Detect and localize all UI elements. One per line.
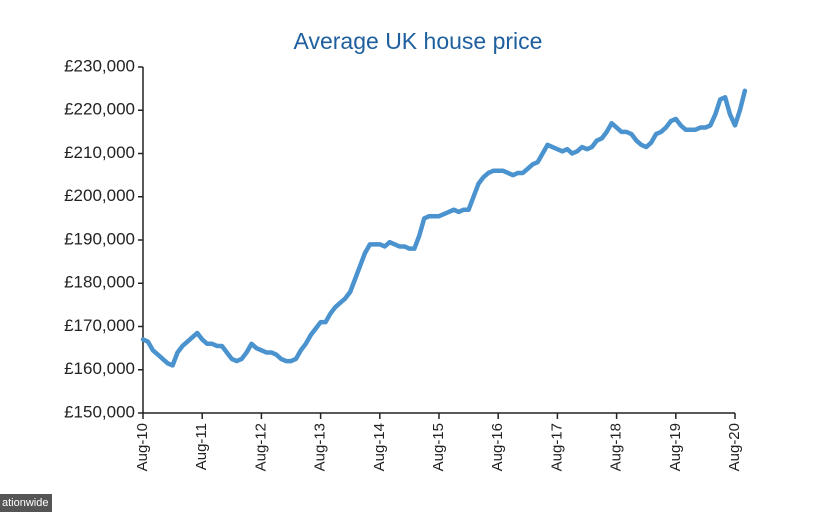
chart-title: Average UK house price xyxy=(294,28,543,54)
x-tick-label: Aug-11 xyxy=(193,423,210,470)
x-tick-label: Aug-12 xyxy=(252,423,269,471)
y-tick-label: £210,000 xyxy=(64,143,135,162)
y-tick-label: £220,000 xyxy=(64,100,135,119)
source-badge xyxy=(0,494,52,512)
x-tick-label: Aug-15 xyxy=(430,423,447,471)
x-tick-label: Aug-14 xyxy=(371,423,388,471)
line-series xyxy=(140,88,748,368)
y-tick-label: £230,000 xyxy=(64,56,135,75)
y-tick-label: £150,000 xyxy=(64,402,135,421)
x-tick-label: Aug-17 xyxy=(548,423,565,471)
x-tick-label: Aug-20 xyxy=(726,423,743,471)
x-tick-label: Aug-16 xyxy=(489,423,506,471)
source-label: ationwide xyxy=(2,497,48,509)
x-tick-label: Aug-10 xyxy=(134,423,151,471)
y-tick-label: £160,000 xyxy=(64,359,135,378)
y-tick-label: £190,000 xyxy=(64,229,135,248)
x-tick-label: Aug-13 xyxy=(312,423,329,471)
y-tick-label: £200,000 xyxy=(64,186,135,205)
y-tick-label: £180,000 xyxy=(64,273,135,292)
x-tick-label: Aug-19 xyxy=(667,423,684,471)
y-tick-label: £170,000 xyxy=(64,316,135,335)
x-tick-label: Aug-18 xyxy=(608,423,625,471)
